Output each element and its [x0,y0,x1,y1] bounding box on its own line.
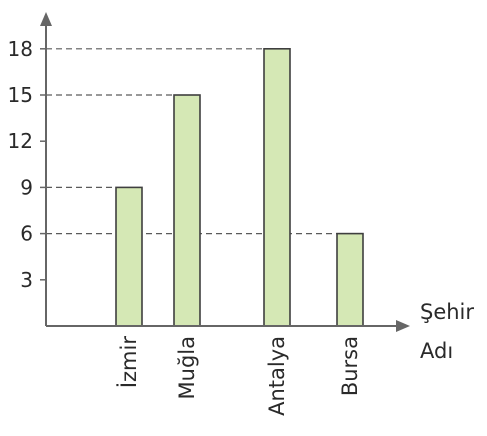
y-tick-label: 12 [8,129,33,153]
bars [115,47,364,327]
y-axis-arrow [40,12,52,26]
axes [40,12,410,332]
bar [115,186,143,327]
category-label: Antalya [265,336,289,416]
y-tick-marks [40,48,46,281]
category-labels: İzmir Muğla Antalya Bursa [116,336,362,416]
y-tick-label: 3 [20,268,33,292]
category-label: İzmir [116,336,141,389]
x-axis-arrow [396,320,410,332]
bar [263,47,291,327]
x-axis-title-line-1: Şehir [420,300,474,324]
y-tick-label: 15 [8,83,33,107]
x-axis-title-line-2: Adı [420,339,453,363]
y-tick-label: 6 [20,222,33,246]
bar [173,94,201,327]
y-tick-labels: 3 6 9 12 15 18 [8,37,33,292]
y-tick-label: 18 [8,37,33,61]
y-tick-label: 9 [20,175,33,199]
category-label: Bursa [338,336,362,396]
bar [336,232,364,327]
category-label: Muğla [175,336,199,399]
